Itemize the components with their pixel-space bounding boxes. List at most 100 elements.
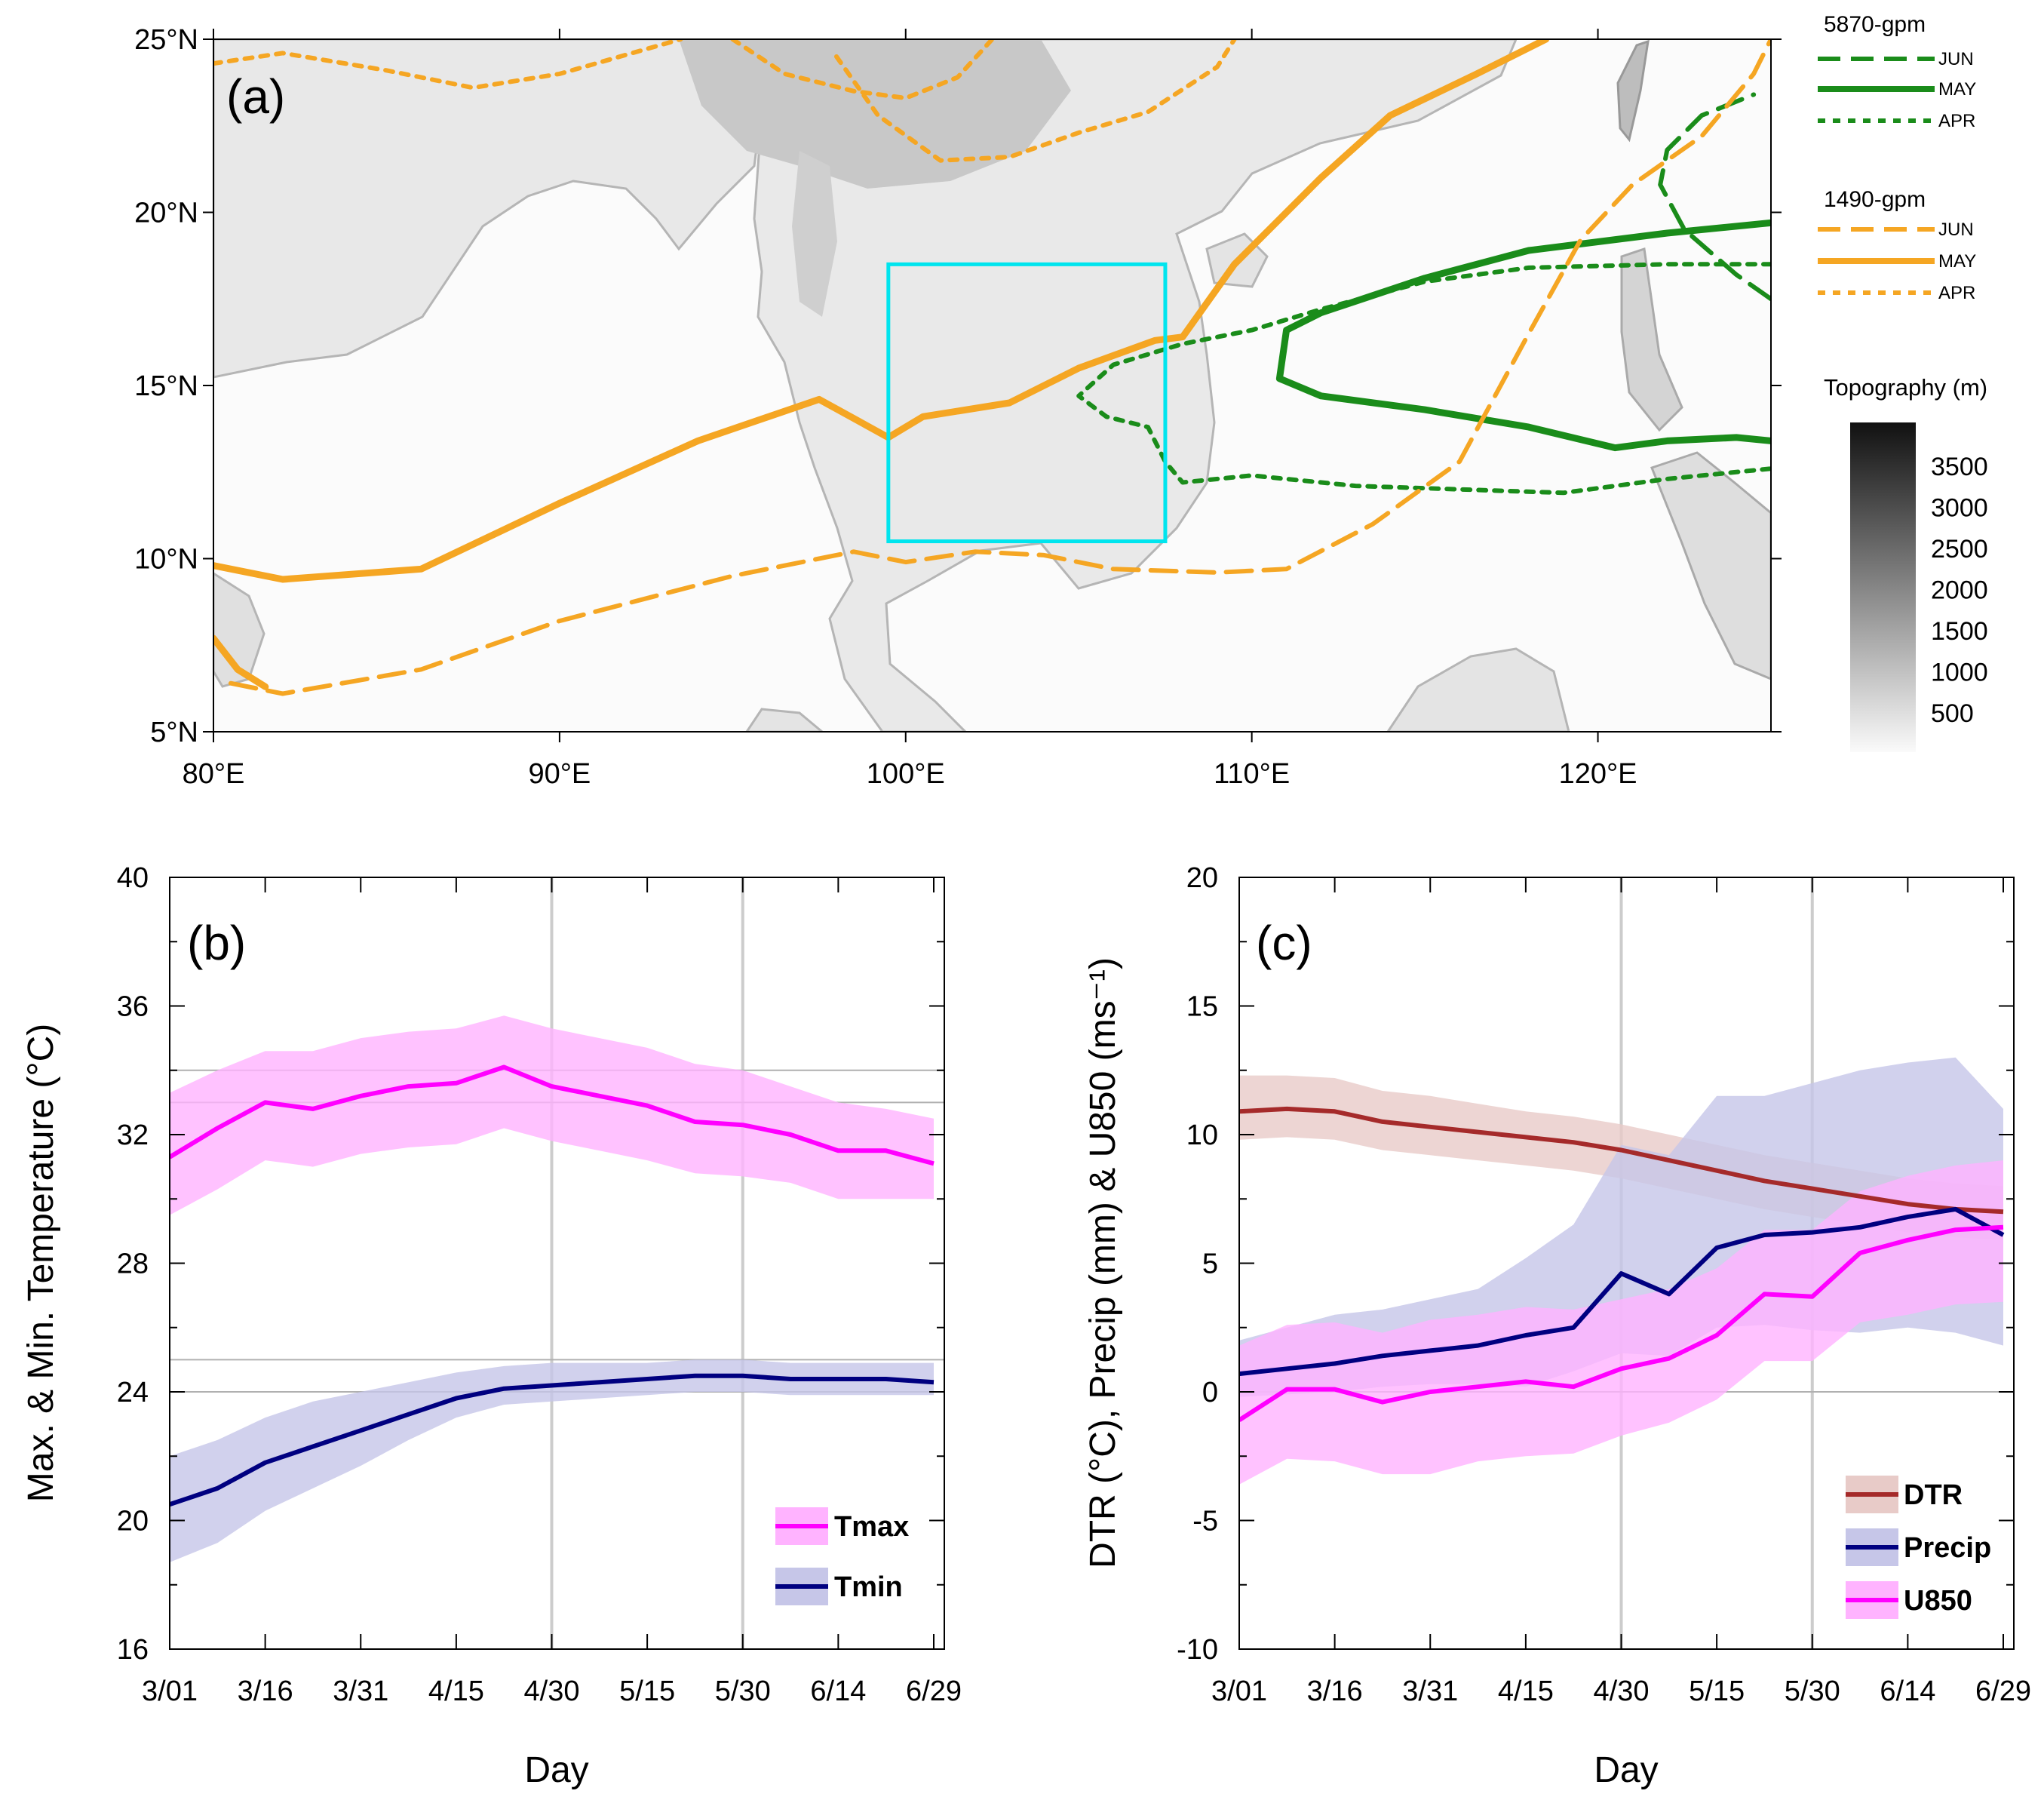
- ytick-label: 32: [117, 1120, 149, 1151]
- land-philippines: [1650, 451, 1771, 680]
- panel-b-axes: 3/01 3/16 3/31 4/15 4/30 5/15 5/30 6/14 6/29 16 20…: [117, 862, 962, 1707]
- topography-label: 1500: [1931, 617, 1988, 646]
- ytick-label: 10: [1186, 1120, 1218, 1151]
- ytick-label: 20: [117, 1506, 149, 1537]
- land-luzon: [1620, 247, 1683, 432]
- panel-c: 3/01 3/16 3/31 4/15 4/30 5/15 5/30 6/14 6/29 -10 -…: [1083, 862, 2031, 1790]
- land-taiwan: [1616, 39, 1650, 143]
- xtick-label: 5/15: [619, 1676, 675, 1707]
- xtick-label: 3/31: [333, 1676, 388, 1707]
- ytick-label: 40: [117, 862, 149, 894]
- panel-b-xlabel: Day: [524, 1750, 588, 1790]
- ytick-label: 24: [117, 1377, 149, 1408]
- panel-c-xlabel: Day: [1594, 1750, 1658, 1790]
- panel-a: 80°E 90°E 100°E 110°E 120°E 5°N 10°N 15°N 20°N 25…: [134, 12, 1988, 790]
- legend-tmax: Tmax: [834, 1511, 909, 1543]
- ytick-label: 0: [1202, 1377, 1218, 1408]
- panel-b-plot: [170, 877, 944, 1649]
- contour-layer: [213, 39, 1771, 696]
- topography-title: Topography (m): [1824, 374, 1987, 401]
- xtick-label: 3/16: [1307, 1676, 1363, 1707]
- legend-1490-apr: APR: [1938, 283, 1975, 303]
- series-line-dtr: [1239, 1106, 2004, 1215]
- contour-1490-gpm-may: [213, 634, 269, 690]
- series-line-u850: [1239, 1224, 2004, 1423]
- contour-1490-gpm-jun: [228, 39, 1771, 696]
- land-masses: [213, 39, 1771, 732]
- land-borneo: [1386, 647, 1570, 732]
- series-line-tmax: [170, 1064, 935, 1166]
- legend-5870-title: 5870-gpm: [1824, 12, 1926, 37]
- contour-1490-gpm-may: [213, 39, 1550, 583]
- contour-5870-gpm-apr: [1076, 262, 1771, 496]
- panel-b: 3/01 3/16 3/31 4/15 4/30 5/15 5/30 6/14 6/29 16 20…: [21, 862, 962, 1790]
- map-xtick-label: 110°E: [1214, 758, 1290, 790]
- xtick-label: 5/30: [715, 1676, 771, 1707]
- xtick-label: 5/30: [1785, 1676, 1840, 1707]
- contour-5870-gpm-jun: [1658, 92, 1771, 302]
- ytick-label: 20: [1186, 862, 1218, 894]
- legend-5870: 5870-gpm JUN MAY APR: [1818, 12, 1976, 131]
- map-ytick-label: 5°N: [150, 717, 198, 748]
- contour-5870-gpm-may: [1275, 219, 1771, 452]
- xtick-label: 5/15: [1689, 1676, 1745, 1707]
- panel-b-legend: Tmax Tmin: [775, 1507, 909, 1605]
- xtick-label: 4/15: [428, 1676, 484, 1707]
- legend-5870-jun: JUN: [1938, 49, 1974, 69]
- xtick-label: 6/29: [1975, 1676, 2031, 1707]
- legend-1490-may: MAY: [1938, 251, 1976, 272]
- map-xtick-label: 90°E: [528, 758, 591, 790]
- map-ytick-label: 10°N: [134, 544, 198, 576]
- land-arakan: [792, 151, 837, 317]
- legend-1490-title: 1490-gpm: [1824, 187, 1926, 212]
- topography-labels: 3500 3000 2500 2000 1500 1000 500: [1931, 453, 1988, 728]
- topography-colorbar: [1850, 422, 1916, 752]
- legend-tmin: Tmin: [834, 1571, 903, 1603]
- topography-label: 3500: [1931, 453, 1988, 481]
- xtick-label: 3/01: [1211, 1676, 1267, 1707]
- topography-label: 2500: [1931, 535, 1988, 564]
- xtick-label: 4/30: [1594, 1676, 1650, 1707]
- legend-1490-jun: JUN: [1938, 220, 1974, 240]
- map-axes: 80°E 90°E 100°E 110°E 120°E 5°N 10°N 15°N 20°N 25…: [134, 24, 1782, 790]
- panel-c-ylabel: DTR (°C), Precip (mm) & U850 (ms⁻¹): [1083, 957, 1123, 1568]
- series-line-tmin: [170, 1373, 935, 1507]
- map-xtick-label: 120°E: [1559, 758, 1637, 790]
- panel-b-ylabel: Max. & Min. Temperature (°C): [21, 1024, 61, 1502]
- band-tmin: [170, 1359, 934, 1562]
- xtick-label: 3/01: [142, 1676, 198, 1707]
- xtick-label: 6/14: [1880, 1676, 1935, 1707]
- xtick-label: 4/15: [1498, 1676, 1554, 1707]
- panel-c-legend: DTR Precip U850: [1846, 1476, 1991, 1619]
- ytick-label: 5: [1202, 1249, 1218, 1280]
- map-ytick-label: 15°N: [134, 370, 198, 402]
- topography-label: 1000: [1931, 659, 1988, 687]
- ytick-label: -10: [1177, 1634, 1218, 1666]
- topography-label: 500: [1931, 699, 1974, 728]
- panel-c-plot: [1239, 877, 2014, 1649]
- legend-1490: 1490-gpm JUN MAY APR: [1818, 187, 1976, 303]
- map-xtick-label: 80°E: [183, 758, 245, 790]
- map-xtick-label: 100°E: [867, 758, 945, 790]
- topography-legend: Topography (m) 3500 3000 2500 2000 1500 1000 5…: [1824, 374, 1988, 752]
- contour-1490-gpm-apr: [834, 39, 1237, 163]
- legend-u850: U850: [1904, 1585, 1972, 1617]
- land-sumatra: [745, 708, 824, 732]
- topography-label: 2000: [1931, 576, 1988, 605]
- legend-5870-may: MAY: [1938, 79, 1976, 100]
- contour-1490-gpm-apr: [213, 39, 683, 91]
- panel-c-label: (c): [1256, 916, 1312, 970]
- panel-a-label: (a): [226, 69, 285, 124]
- band-u850: [1239, 1160, 2003, 1485]
- xtick-label: 6/14: [810, 1676, 866, 1707]
- xtick-label: 3/16: [238, 1676, 293, 1707]
- ytick-label: 36: [117, 991, 149, 1023]
- legend-precip: Precip: [1904, 1532, 1991, 1564]
- ytick-label: 16: [117, 1634, 149, 1666]
- map-ytick-label: 20°N: [134, 198, 198, 229]
- legend-5870-apr: APR: [1938, 111, 1975, 131]
- band-tmax: [170, 1015, 934, 1215]
- topography-label: 3000: [1931, 494, 1988, 523]
- map-ytick-label: 25°N: [134, 24, 198, 56]
